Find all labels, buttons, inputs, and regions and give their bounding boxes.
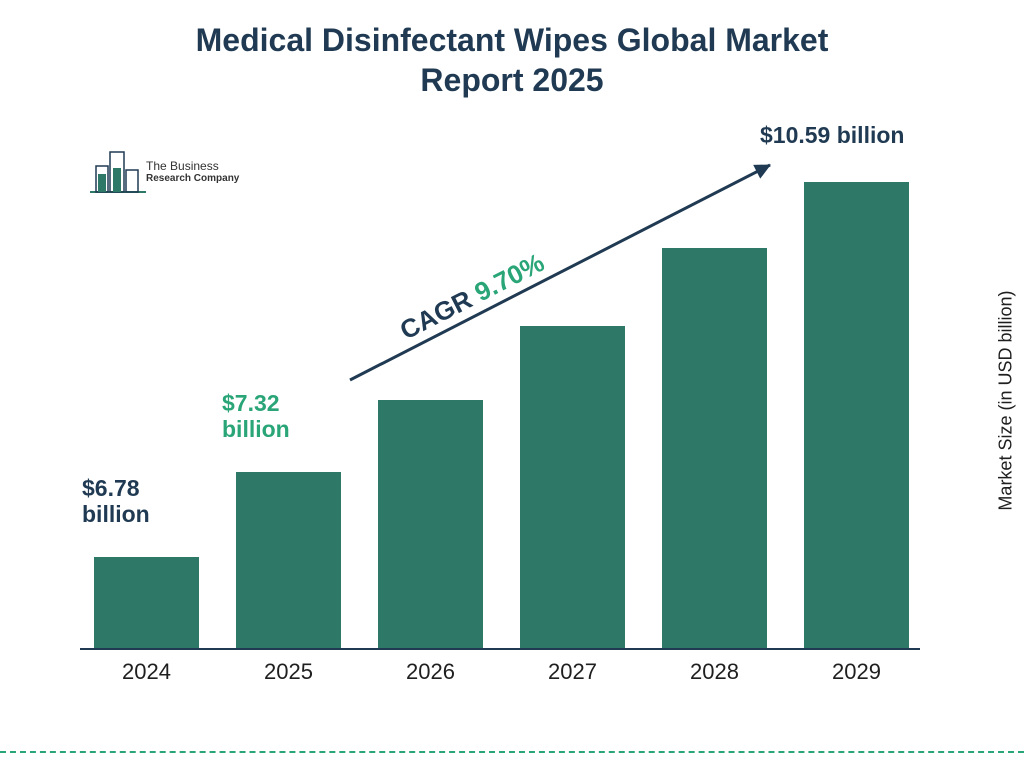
data-label-0: $6.78billion — [82, 475, 150, 528]
bar-2026 — [378, 400, 483, 648]
bar-2027 — [520, 326, 625, 648]
data-label-1: $7.32billion — [222, 390, 290, 443]
cagr-value: 9.70% — [470, 247, 549, 307]
bar-2028 — [662, 248, 767, 648]
chart-title: Medical Disinfectant Wipes Global Market… — [0, 20, 1024, 100]
title-line-1: Medical Disinfectant Wipes Global Market — [196, 22, 829, 58]
xlabel-2024: 2024 — [94, 659, 199, 685]
bar-2024 — [94, 557, 199, 648]
xlabel-2028: 2028 — [662, 659, 767, 685]
xlabel-2026: 2026 — [378, 659, 483, 685]
bar-2029 — [804, 182, 909, 648]
data-label-2: $10.59 billion — [760, 122, 904, 148]
y-axis-label: Market Size (in USD billion) — [996, 291, 1017, 511]
xlabel-2029: 2029 — [804, 659, 909, 685]
xlabel-2025: 2025 — [236, 659, 341, 685]
xlabel-2027: 2027 — [520, 659, 625, 685]
cagr-prefix: CAGR — [395, 284, 477, 345]
chart-area: CAGR 9.70% 2024 2025 2026 2027 2028 2029 $6.78… — [80, 130, 950, 690]
bar-2025 — [236, 472, 341, 648]
title-line-2: Report 2025 — [420, 62, 603, 98]
bottom-dashed-divider — [0, 751, 1024, 753]
x-axis-baseline — [80, 648, 920, 650]
